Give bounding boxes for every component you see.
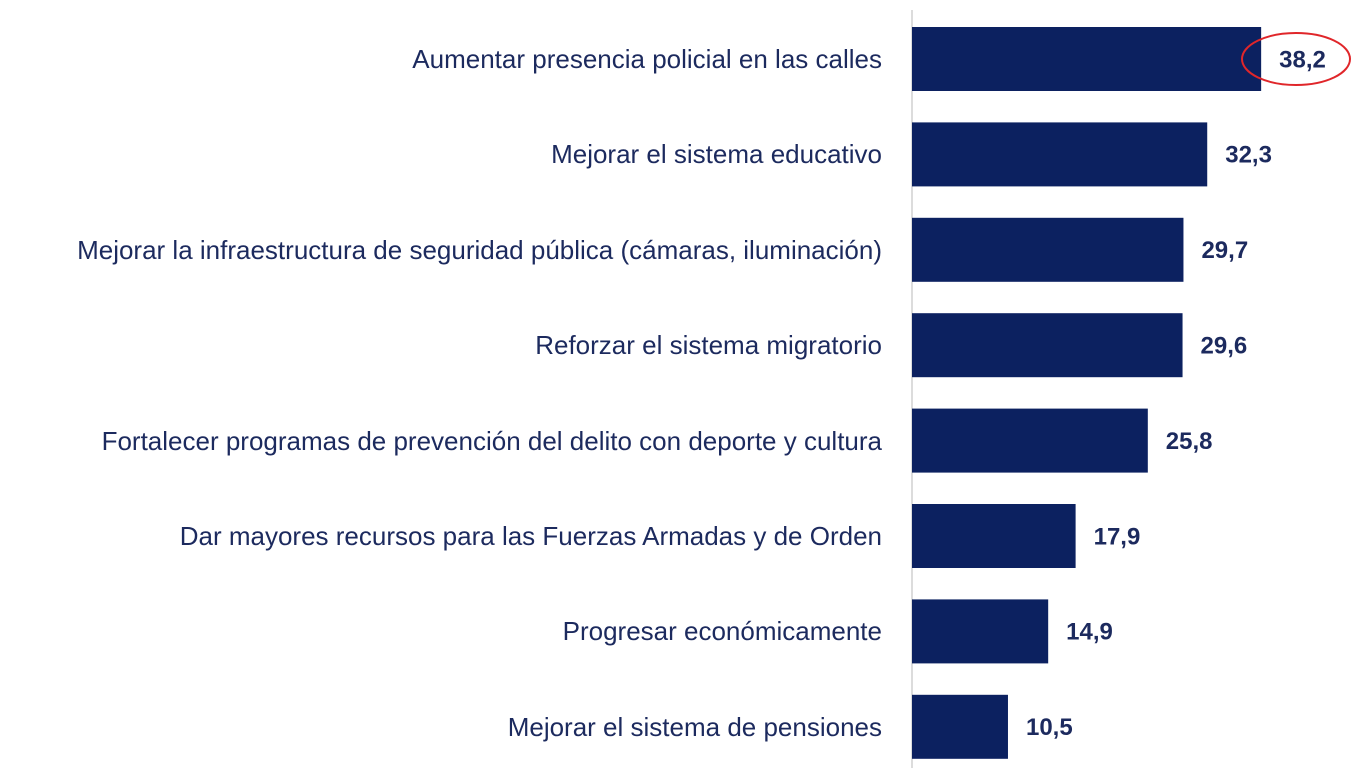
category-label: Mejorar el sistema de pensiones [507, 711, 882, 742]
data-label: 17,9 [1094, 523, 1141, 550]
category-label: Aumentar presencia policial en las calle… [412, 44, 882, 74]
bar [912, 217, 1184, 282]
data-label: 25,8 [1166, 428, 1213, 455]
category-label-box: Progresar económicamente [10, 589, 882, 673]
highlight-ellipse [1241, 32, 1351, 86]
category-label-box: Fortalecer programas de prevención del d… [10, 399, 882, 483]
bar [912, 27, 1262, 91]
bar [912, 599, 1049, 664]
category-label-box: Mejorar el sistema de pensiones [10, 685, 882, 768]
category-label-box: Reforzar el sistema migratorio [10, 303, 882, 387]
category-label: Reforzar el sistema migratorio [535, 330, 882, 361]
data-label: 29,7 [1201, 237, 1248, 264]
category-label: Fortalecer programas de prevención del d… [101, 425, 882, 456]
data-label: 14,9 [1066, 619, 1113, 646]
data-label: 38,2 [1279, 46, 1326, 73]
category-label-box: Dar mayores recursos para las Fuerzas Ar… [10, 494, 882, 578]
bar [912, 122, 1208, 187]
category-label-box: Mejorar la infraestructura de seguridad … [10, 208, 882, 292]
category-label: Dar mayores recursos para las Fuerzas Ar… [179, 521, 882, 551]
data-label: 32,3 [1225, 142, 1272, 169]
category-label: Progresar económicamente [562, 616, 882, 647]
bar [912, 694, 1008, 759]
bar [912, 313, 1183, 378]
category-label-box: Mejorar el sistema educativo [10, 112, 882, 196]
category-label-box: Aumentar presencia policial en las calle… [10, 17, 882, 101]
data-label: 29,6 [1201, 333, 1248, 360]
bar [912, 504, 1076, 568]
bar [912, 408, 1148, 473]
category-label: Mejorar el sistema educativo [551, 139, 882, 170]
data-label: 10,5 [1026, 714, 1073, 741]
category-label: Mejorar la infraestructura de seguridad … [77, 234, 882, 265]
